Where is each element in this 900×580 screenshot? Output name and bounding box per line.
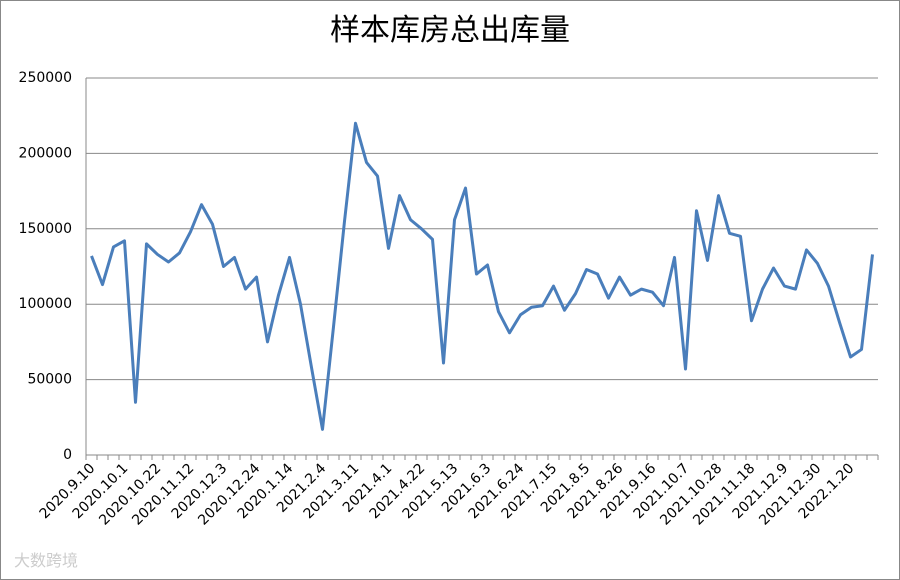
y-tick-label: 0 bbox=[63, 447, 72, 463]
y-tick-label: 250000 bbox=[19, 70, 72, 86]
y-tick-label: 150000 bbox=[19, 221, 72, 237]
chart-title: 样本库房总出库量 bbox=[330, 13, 570, 48]
data-line bbox=[90, 121, 874, 431]
watermark: 大数跨境 bbox=[14, 551, 78, 570]
y-tick-label: 100000 bbox=[19, 296, 72, 312]
y-tick-label: 200000 bbox=[19, 145, 72, 161]
y-tick-label: 50000 bbox=[27, 372, 72, 388]
